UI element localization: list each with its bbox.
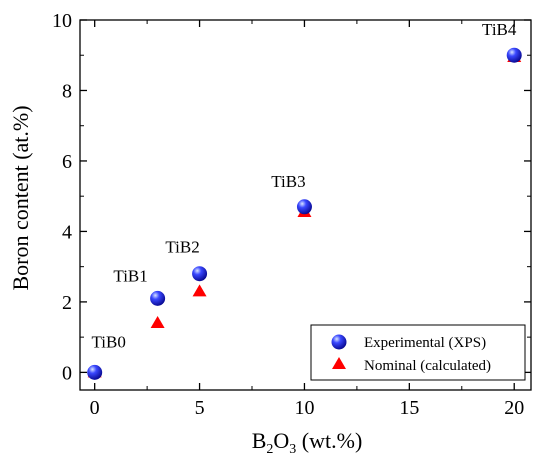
- x-tick-label: 5: [195, 397, 205, 419]
- sample-label: TiB1: [113, 266, 147, 285]
- x-axis-title-sub3: 3: [289, 442, 296, 457]
- nominal-point: [150, 316, 165, 329]
- sample-label: TiB0: [92, 332, 126, 351]
- y-tick-label: 2: [62, 292, 72, 314]
- sample-label: TiB3: [271, 172, 305, 191]
- data-series: [87, 47, 522, 380]
- sample-label: TiB4: [482, 20, 517, 39]
- y-axis-title: Boron content (at.%): [8, 105, 33, 290]
- x-axis-title-unit: (wt.%): [296, 428, 362, 453]
- axis-ticks: [80, 19, 531, 390]
- x-axis-title-o: O: [273, 428, 289, 453]
- experimental-point: [150, 290, 166, 306]
- legend-label-experimental: Experimental (XPS): [364, 335, 486, 351]
- legend-marker-experimental: [331, 334, 347, 350]
- x-tick-label: 20: [504, 397, 524, 419]
- y-tick-label: 0: [62, 362, 72, 384]
- sample-labels: TiB0 TiB1 TiB2 TiB3 TiB4: [92, 20, 517, 351]
- legend-label-nominal: Nominal (calculated): [364, 358, 491, 374]
- experimental-point: [296, 199, 312, 215]
- y-tick-label: 8: [62, 80, 72, 102]
- experimental-point: [87, 364, 103, 380]
- legend-box: [310, 324, 526, 381]
- x-axis-title-sub2: 2: [266, 442, 273, 457]
- plot-area: [79, 19, 532, 391]
- x-tick-label: 10: [294, 397, 314, 419]
- sample-label: TiB2: [165, 238, 199, 257]
- y-tick-label: 6: [62, 151, 72, 173]
- x-axis-title-b: B: [252, 428, 267, 453]
- x-axis-title: B2O3 (wt.%): [252, 428, 363, 457]
- legend: Experimental (XPS) Nominal (calculated): [310, 324, 526, 381]
- y-tick-label: 10: [52, 10, 72, 32]
- legend-marker-nominal: [332, 357, 346, 369]
- experimental-point: [192, 266, 208, 282]
- y-tick-label: 4: [62, 221, 72, 243]
- axis-tick-labels: 0 5 10 15 20 0 2 4 6 8 10: [52, 10, 524, 419]
- x-tick-label: 0: [90, 397, 100, 419]
- nominal-point: [192, 284, 207, 297]
- x-tick-label: 15: [399, 397, 419, 419]
- experimental-point: [506, 47, 522, 63]
- plot-frame: [79, 19, 532, 391]
